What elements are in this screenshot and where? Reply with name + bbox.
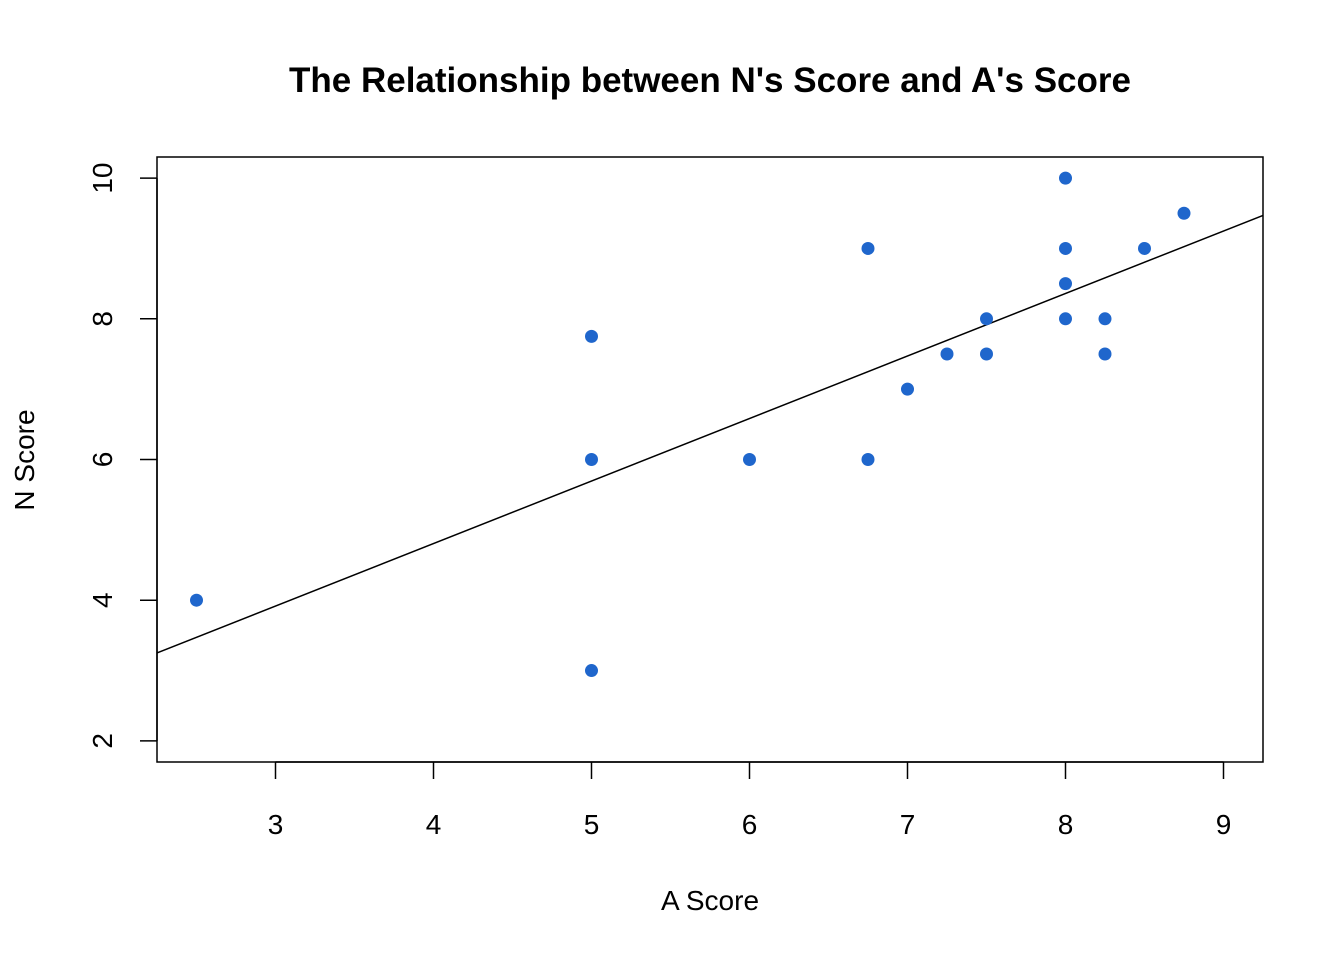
x-tick-label: 3 bbox=[268, 809, 284, 840]
data-point bbox=[1098, 312, 1112, 326]
data-point bbox=[940, 347, 954, 361]
y-axis: 2 4 6 8 10 bbox=[87, 163, 158, 749]
data-point bbox=[585, 329, 598, 343]
data-point bbox=[1059, 171, 1072, 185]
data-point bbox=[980, 347, 993, 361]
data-point bbox=[861, 241, 875, 255]
data-point bbox=[1138, 241, 1151, 255]
y-tick-label: 2 bbox=[87, 733, 118, 749]
data-point bbox=[901, 382, 914, 396]
data-point bbox=[585, 664, 598, 678]
data-point bbox=[585, 453, 598, 466]
data-point bbox=[1059, 277, 1072, 291]
data-point bbox=[743, 453, 756, 466]
x-tick-label: 7 bbox=[900, 809, 916, 840]
x-tick-label: 6 bbox=[742, 809, 758, 840]
x-tick-label: 5 bbox=[584, 809, 600, 840]
data-point bbox=[861, 453, 875, 466]
plot-frame bbox=[156, 156, 1264, 763]
x-axis: 3 4 5 6 7 8 9 bbox=[268, 761, 1232, 840]
x-tick-label: 8 bbox=[1058, 809, 1074, 840]
regression-line bbox=[156, 214, 1264, 654]
x-tick-label: 9 bbox=[1216, 809, 1232, 840]
y-tick-label: 4 bbox=[87, 592, 118, 608]
data-points bbox=[190, 171, 1191, 678]
chart-title: The Relationship between N's Score and A… bbox=[289, 61, 1131, 100]
y-tick-label: 8 bbox=[87, 311, 118, 327]
data-point bbox=[980, 312, 993, 326]
x-axis-label: A Score bbox=[661, 885, 759, 916]
data-point bbox=[1059, 312, 1072, 326]
data-point bbox=[1098, 347, 1112, 361]
data-point bbox=[1177, 206, 1191, 220]
y-tick-label: 10 bbox=[87, 163, 118, 194]
data-point bbox=[190, 593, 203, 607]
y-tick-label: 6 bbox=[87, 452, 118, 468]
data-point bbox=[1059, 241, 1072, 255]
y-axis-label: N Score bbox=[9, 409, 40, 510]
x-tick-label: 4 bbox=[426, 809, 442, 840]
